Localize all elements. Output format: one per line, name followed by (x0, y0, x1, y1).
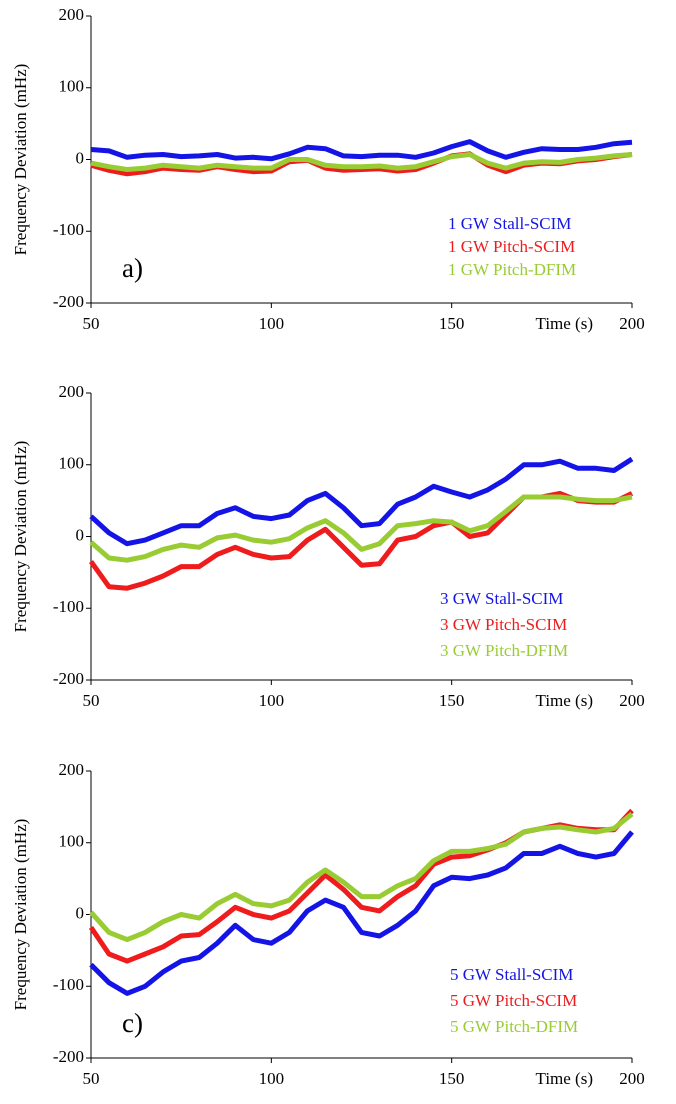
y-tick-label: -100 (53, 597, 84, 616)
series-line (88, 808, 634, 964)
y-tick-label: 0 (76, 525, 85, 544)
x-axis-label: Time (s) (536, 314, 593, 333)
legend-entry: 1 GW Pitch-DFIM (448, 260, 576, 279)
series-line (90, 139, 633, 162)
y-tick-label: -200 (53, 292, 84, 311)
legend-entry: 5 GW Stall-SCIM (450, 965, 573, 984)
y-tick-label: -100 (53, 975, 84, 994)
panel-label: c) (122, 1008, 143, 1038)
series-line (89, 830, 634, 996)
legend-entry: 3 GW Pitch-DFIM (440, 641, 568, 660)
panel-label: a) (122, 253, 143, 283)
y-tick-label: -200 (53, 669, 84, 688)
x-tick-label: 100 (259, 314, 285, 333)
x-tick-label: 100 (259, 691, 285, 710)
x-tick-label: 200 (619, 314, 645, 333)
x-tick-label: 200 (619, 691, 645, 710)
x-tick-label: 50 (83, 691, 100, 710)
series-line (89, 456, 634, 547)
x-tick-label: 150 (439, 314, 465, 333)
legend-entry: 5 GW Pitch-DFIM (450, 1017, 578, 1036)
x-axis-label: Time (s) (536, 691, 593, 710)
series-line (88, 490, 634, 591)
x-axis-label: Time (s) (536, 1069, 593, 1088)
x-tick-label: 100 (259, 1069, 285, 1088)
series-line (89, 812, 634, 943)
y-axis-label: Frequency Deviation (mHz) (11, 819, 30, 1011)
y-tick-label: 200 (59, 5, 85, 24)
x-tick-label: 150 (439, 691, 465, 710)
y-tick-label: -200 (53, 1047, 84, 1066)
x-tick-label: 50 (83, 314, 100, 333)
y-tick-label: -100 (53, 220, 84, 239)
legend-entry: 3 GW Stall-SCIM (440, 589, 563, 608)
y-axis-label: Frequency Deviation (mHz) (11, 441, 30, 633)
y-axis-label: Frequency Deviation (mHz) (11, 64, 30, 256)
y-tick-label: 200 (59, 382, 85, 401)
legend-entry: 3 GW Pitch-SCIM (440, 615, 567, 634)
series-line (90, 152, 633, 172)
x-tick-label: 150 (439, 1069, 465, 1088)
legend-entry: 1 GW Stall-SCIM (448, 214, 571, 233)
x-tick-label: 50 (83, 1069, 100, 1088)
y-tick-label: 100 (59, 832, 85, 851)
series-line (89, 494, 633, 563)
y-tick-label: 0 (76, 148, 85, 167)
y-tick-label: 100 (59, 77, 85, 96)
legend-entry: 1 GW Pitch-SCIM (448, 237, 575, 256)
y-tick-label: 0 (76, 903, 85, 922)
y-tick-label: 200 (59, 760, 85, 779)
legend-entry: 5 GW Pitch-SCIM (450, 991, 577, 1010)
x-tick-label: 200 (619, 1069, 645, 1088)
y-tick-label: 100 (59, 454, 85, 473)
